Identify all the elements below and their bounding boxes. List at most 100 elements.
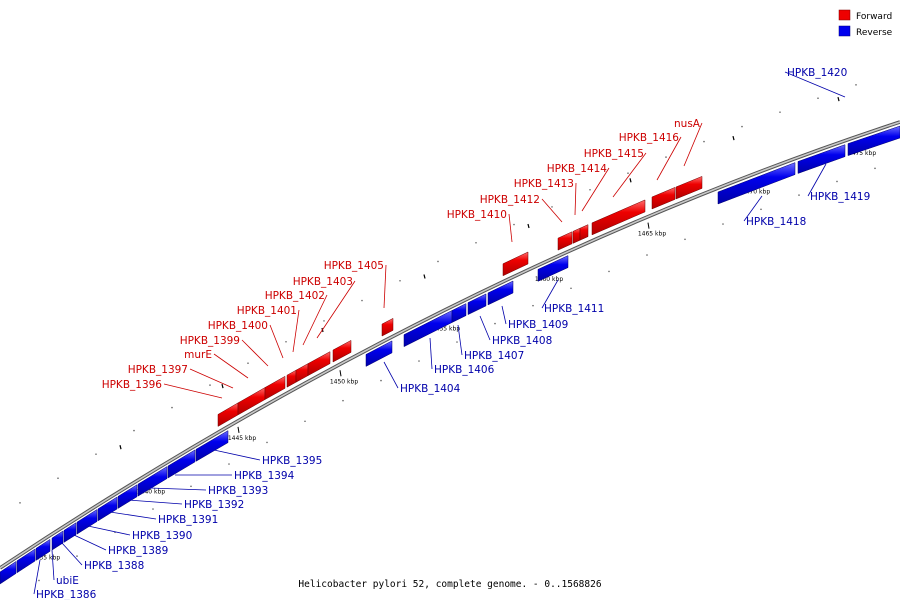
leader-line (656, 136, 682, 181)
genome-backbone (0, 120, 900, 570)
forward-gene (264, 375, 286, 400)
grid-dot (456, 341, 458, 343)
reverse-gene (451, 303, 467, 323)
forward-gene (307, 351, 331, 377)
legend-reverse-label: Reverse (856, 28, 893, 38)
leader-line (302, 294, 328, 346)
grid-dot (779, 111, 781, 113)
legend: Forward Reverse (838, 9, 893, 38)
marker-tick (629, 178, 632, 183)
forward-gene-label: HPKB_1413 (514, 178, 574, 190)
grid-dot (190, 485, 192, 488)
leader-line (109, 511, 157, 520)
leader-line (51, 549, 55, 581)
grid-dot (152, 508, 154, 510)
tick-mark (647, 222, 650, 229)
forward-gene-label: HPKB_1402 (265, 290, 325, 302)
reverse-gene (537, 255, 569, 282)
forward-gene (502, 251, 529, 277)
forward-gene (675, 176, 703, 200)
reverse-gene-label: HPKB_1408 (492, 335, 552, 347)
reverse-gene-label: HPKB_1389 (108, 545, 168, 557)
grid-dot (836, 180, 838, 183)
leader-line (87, 525, 131, 536)
grid-dot (798, 194, 800, 196)
leader-line (73, 534, 107, 551)
forward-gene (295, 363, 309, 383)
tick-label: 1440 kbp (137, 489, 165, 496)
grid-dot (57, 477, 59, 480)
forward-gene (381, 317, 394, 337)
reverse-gene-label: HPKB_1393 (208, 485, 268, 497)
marker-tick (837, 96, 840, 102)
reverse-gene (847, 125, 900, 156)
grid-dot (171, 406, 173, 409)
reverse-gene-label: HPKB_1395 (262, 455, 322, 467)
reverse-gene-label: HPKB_1394 (234, 470, 295, 482)
leader-line (189, 368, 234, 389)
grid-dot (722, 223, 724, 225)
grid-dot (589, 188, 591, 191)
reverse-gene-label: HPKB_1391 (158, 514, 218, 526)
marker-tick (221, 383, 224, 389)
reverse-gene-label: HPKB_1404 (400, 383, 461, 395)
leader-line (581, 167, 610, 212)
grid-dot (608, 270, 610, 273)
leader-line (383, 361, 399, 389)
grid-dot (874, 167, 876, 170)
marker-tick (119, 445, 122, 450)
forward-gene-label: HPKB_1403 (293, 276, 353, 288)
reverse-gene (195, 430, 229, 462)
forward-gene (572, 227, 581, 244)
tick-label: 1450 kbp (330, 378, 358, 385)
reverse-gene (467, 293, 487, 316)
tick-label: 1445 kbp (228, 435, 256, 442)
reverse-gene (51, 530, 64, 551)
reverse-gene-label: HPKB_1388 (84, 560, 144, 572)
reverse-gene-label: HPKB_1407 (464, 350, 524, 362)
reverse-gene (137, 466, 168, 497)
reverse-gene (0, 560, 17, 585)
reverse-gene (16, 548, 36, 574)
forward-gene (286, 369, 297, 388)
tick-label: 1435 kbp (32, 555, 60, 562)
leader-line (612, 152, 647, 198)
grid-dot (665, 156, 667, 158)
legend-reverse-swatch (838, 25, 851, 37)
grid-dot (551, 206, 553, 208)
forward-gene-label: HPKB_1410 (447, 209, 507, 221)
forward-gene-label: murE (184, 349, 212, 361)
grid-dot (304, 420, 306, 423)
forward-gene (237, 387, 266, 416)
leader-line (127, 499, 183, 505)
grid-dot (380, 379, 382, 382)
leader-line (383, 264, 387, 309)
grid-dot (19, 502, 21, 504)
grid-dot (76, 555, 78, 557)
reverse-gene (365, 340, 393, 367)
leader-line (213, 353, 249, 379)
forward-gene (579, 224, 589, 241)
leader-line (163, 383, 223, 399)
grid-dot (437, 260, 439, 263)
grid-dot (342, 399, 344, 402)
forward-gene-label: HPKB_1401 (237, 305, 297, 317)
forward-gene (591, 199, 646, 236)
grid-dot (133, 429, 135, 432)
grid-dot (741, 125, 743, 128)
legend-forward-label: Forward (856, 12, 892, 22)
forward-gene (651, 187, 676, 210)
reverse-gene-label: HPKB_1386 (36, 589, 97, 600)
tick-mark (339, 370, 342, 377)
grid-dots (19, 84, 876, 582)
grid-dot (418, 360, 420, 362)
leader-line (213, 449, 261, 461)
tick-label: 1470 kbp (742, 189, 770, 196)
forward-gene-label: HPKB_1416 (619, 132, 680, 144)
grid-dot (399, 279, 401, 282)
forward-gene (557, 231, 573, 251)
tick-label: 1460 kbp (535, 276, 563, 283)
grid-dot (703, 140, 705, 143)
backbone-highlight (0, 121, 900, 569)
grid-dot (323, 320, 325, 322)
